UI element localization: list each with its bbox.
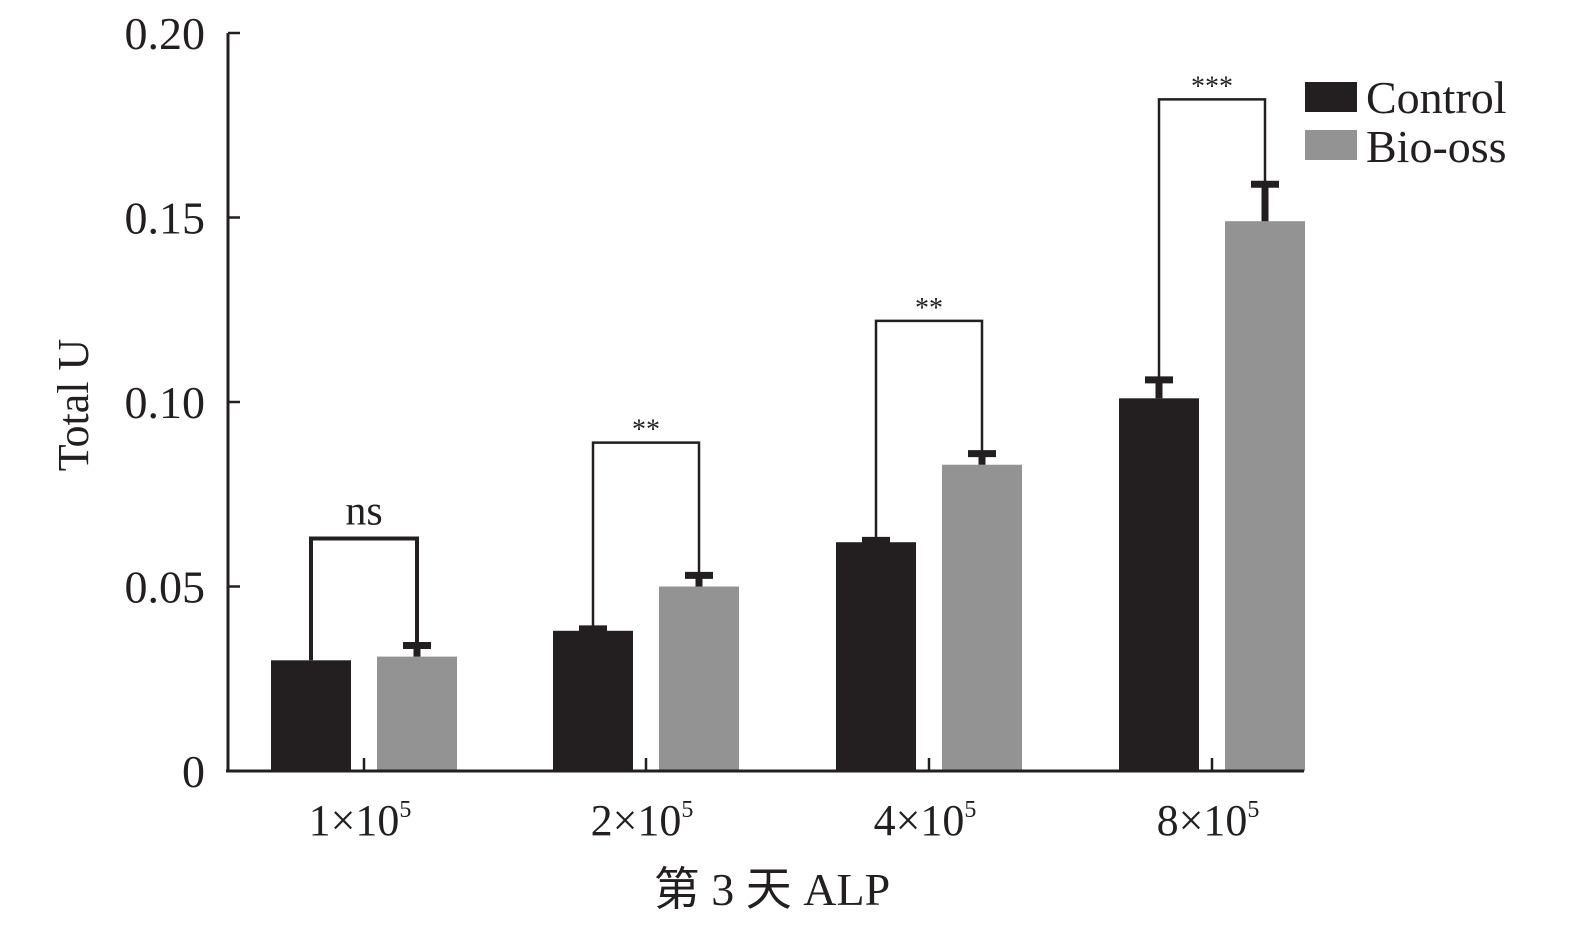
legend-swatch-bio-oss: [1305, 130, 1357, 160]
y-tick-label: 0: [182, 746, 205, 797]
significance-bracket: [591, 441, 701, 629]
x-tick-exponent: 5: [964, 797, 976, 823]
legend-swatch-control: [1305, 82, 1357, 112]
y-tick-label: 0.20: [125, 8, 206, 59]
significance-label: ***: [1191, 71, 1233, 102]
x-tick-base: 8×10: [1157, 796, 1248, 845]
bar-control-4: [1119, 398, 1199, 771]
y-axis-label: Total U: [49, 339, 98, 472]
x-tick-label: 8×105: [1157, 796, 1260, 845]
bar-bio-oss-3: [942, 464, 1022, 771]
legend-label-bio-oss: Bio-oss: [1366, 121, 1507, 172]
bar-bio-oss-2: [659, 586, 739, 771]
x-ticks: 1×105 2×105 4×105 8×105: [309, 758, 1260, 845]
bar-control-3: [836, 542, 916, 771]
significance-label: **: [632, 415, 660, 446]
significance-label: ns: [345, 489, 382, 535]
x-tick-base: 2×10: [591, 796, 682, 845]
y-tick-label: 0.05: [125, 562, 206, 613]
bar-control-1: [271, 660, 351, 771]
significance-bracket: [874, 319, 984, 541]
x-tick-exponent: 5: [681, 797, 693, 823]
y-tick-label: 0.15: [125, 193, 206, 244]
significance-label: **: [915, 293, 943, 324]
bar-control-2: [553, 630, 633, 771]
bar-bio-oss-4: [1225, 221, 1305, 771]
legend-label-control: Control: [1366, 72, 1507, 123]
bars-layer: [271, 180, 1305, 771]
x-tick-label: 1×105: [309, 796, 412, 845]
x-axis-label: 第 3 天 ALP: [654, 864, 890, 915]
y-ticks: 0 0.05 0.10 0.15 0.20: [125, 8, 240, 797]
x-tick-exponent: 5: [399, 797, 411, 823]
y-tick-label: 0.10: [125, 377, 206, 428]
significance-bracket: [1157, 98, 1267, 380]
x-tick-base: 1×10: [309, 796, 400, 845]
x-tick-base: 4×10: [874, 796, 965, 845]
x-tick-label: 2×105: [591, 796, 694, 845]
bar-bio-oss-1: [377, 656, 457, 771]
legend: Control Bio-oss: [1305, 72, 1507, 172]
significance-layer: ns*******: [309, 71, 1267, 661]
x-tick-label: 4×105: [874, 796, 977, 845]
significance-bracket: [309, 536, 419, 661]
x-tick-exponent: 5: [1247, 797, 1259, 823]
